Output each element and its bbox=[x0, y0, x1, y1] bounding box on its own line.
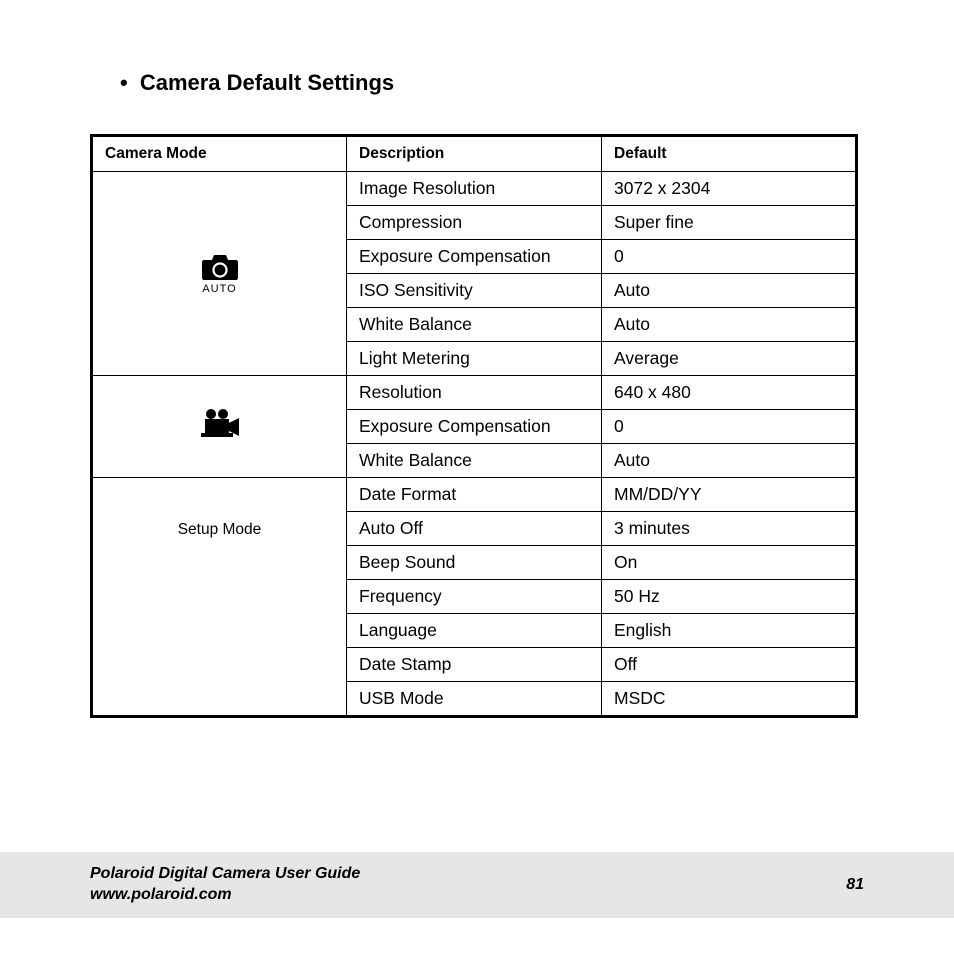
cell-description: USB Mode bbox=[347, 682, 602, 717]
cell-description: Light Metering bbox=[347, 342, 602, 376]
cell-default: MSDC bbox=[602, 682, 857, 717]
footer-title: Polaroid Digital Camera User Guide bbox=[90, 864, 360, 885]
cell-description: Frequency bbox=[347, 580, 602, 614]
cell-default: Average bbox=[602, 342, 857, 376]
table-row: AUTO Image Resolution 3072 x 2304 bbox=[92, 172, 857, 206]
col-description: Description bbox=[347, 136, 602, 172]
cell-default: 0 bbox=[602, 240, 857, 274]
cell-default: Off bbox=[602, 648, 857, 682]
cell-description: Exposure Compensation bbox=[347, 240, 602, 274]
mode-video bbox=[92, 376, 347, 478]
bullet-icon: • bbox=[120, 70, 128, 95]
mode-setup: Setup Mode bbox=[92, 478, 347, 717]
cell-description: Exposure Compensation bbox=[347, 410, 602, 444]
footer-left: Polaroid Digital Camera User Guide www.p… bbox=[90, 864, 360, 906]
heading-text: Camera Default Settings bbox=[140, 70, 394, 95]
camera-icon bbox=[201, 253, 239, 281]
cell-default: 0 bbox=[602, 410, 857, 444]
cell-description: Beep Sound bbox=[347, 546, 602, 580]
auto-label: AUTO bbox=[202, 283, 236, 295]
cell-description: White Balance bbox=[347, 444, 602, 478]
cell-description: White Balance bbox=[347, 308, 602, 342]
cell-default: MM/DD/YY bbox=[602, 478, 857, 512]
setup-mode-label: Setup Mode bbox=[178, 521, 262, 538]
section-heading: • Camera Default Settings bbox=[90, 70, 864, 96]
cell-default: Auto bbox=[602, 444, 857, 478]
page-footer: Polaroid Digital Camera User Guide www.p… bbox=[0, 852, 954, 918]
cell-default: Auto bbox=[602, 308, 857, 342]
page-content: • Camera Default Settings Camera Mode De… bbox=[0, 0, 954, 718]
table-row: Setup Mode Date Format MM/DD/YY bbox=[92, 478, 857, 512]
cell-description: Date Stamp bbox=[347, 648, 602, 682]
col-default: Default bbox=[602, 136, 857, 172]
footer-page-number: 81 bbox=[846, 876, 864, 894]
cell-description: Auto Off bbox=[347, 512, 602, 546]
footer-url: www.polaroid.com bbox=[90, 885, 360, 906]
cell-default: 3 minutes bbox=[602, 512, 857, 546]
table-header: Camera Mode Description Default bbox=[92, 136, 857, 172]
mode-camera-auto: AUTO bbox=[92, 172, 347, 376]
cell-default: 50 Hz bbox=[602, 580, 857, 614]
cell-default: 3072 x 2304 bbox=[602, 172, 857, 206]
cell-default: Auto bbox=[602, 274, 857, 308]
cell-description: Date Format bbox=[347, 478, 602, 512]
cell-description: Language bbox=[347, 614, 602, 648]
col-camera-mode: Camera Mode bbox=[92, 136, 347, 172]
table-body: AUTO Image Resolution 3072 x 2304 Compre… bbox=[92, 172, 857, 717]
cell-description: Resolution bbox=[347, 376, 602, 410]
cell-description: ISO Sensitivity bbox=[347, 274, 602, 308]
cell-default: English bbox=[602, 614, 857, 648]
cell-description: Compression bbox=[347, 206, 602, 240]
settings-table: Camera Mode Description Default AUTO bbox=[90, 134, 858, 718]
cell-default: On bbox=[602, 546, 857, 580]
cell-default: 640 x 480 bbox=[602, 376, 857, 410]
table-row: Resolution 640 x 480 bbox=[92, 376, 857, 410]
cell-default: Super fine bbox=[602, 206, 857, 240]
video-camera-icon bbox=[199, 408, 241, 440]
cell-description: Image Resolution bbox=[347, 172, 602, 206]
